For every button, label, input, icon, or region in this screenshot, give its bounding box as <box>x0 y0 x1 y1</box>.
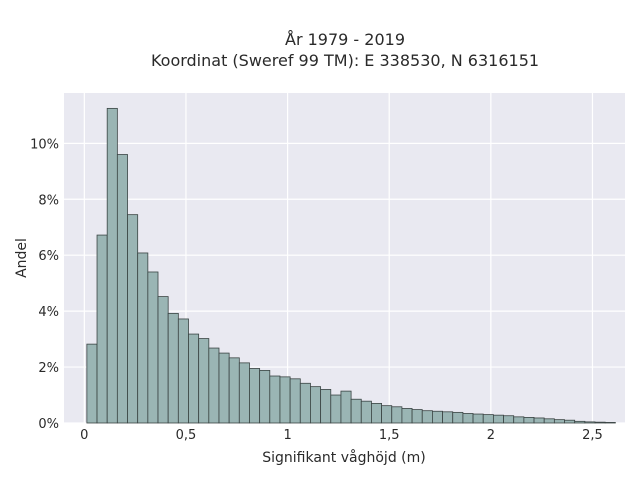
histogram-bar-17 <box>259 370 271 424</box>
x-tick-label-2: 1 <box>283 428 291 443</box>
histogram-bar-28 <box>371 403 382 424</box>
histogram-bar-19 <box>279 376 291 424</box>
x-tick-label-4: 2 <box>487 428 495 443</box>
y-tick-label-0: 0% <box>38 417 59 432</box>
histogram-bar-36 <box>452 411 464 424</box>
histogram-bar-16 <box>249 368 261 424</box>
histogram-bar-22 <box>310 386 322 424</box>
histogram-bar-37 <box>462 413 474 424</box>
y-tick-label-1: 2% <box>38 361 59 376</box>
histogram-bar-41 <box>503 415 515 424</box>
histogram-bar-21 <box>299 382 311 424</box>
x-tick-label-5: 2,5 <box>582 428 603 443</box>
x-axis-label: Signifikant våghöjd (m) <box>262 449 425 466</box>
y-axis-ticks: 0% 2% 4% 6% 8% 10% <box>30 137 59 432</box>
histogram-bar-11 <box>198 338 210 424</box>
histogram-bar-24 <box>330 394 342 424</box>
histogram-bar-30 <box>391 406 403 424</box>
y-axis-label: Andel <box>14 238 30 278</box>
histogram-bar-26 <box>350 398 362 424</box>
histogram-bar-49 <box>584 421 596 424</box>
histogram-bar-40 <box>492 414 504 424</box>
histogram-bar-44 <box>533 417 545 424</box>
histogram-bar-31 <box>401 408 413 424</box>
histogram-bar-12 <box>208 347 220 424</box>
histogram-bar-34 <box>432 410 443 424</box>
histogram-bar-39 <box>482 414 494 424</box>
histogram-bar-38 <box>472 413 484 424</box>
x-tick-label-1: 0,5 <box>176 428 197 443</box>
histogram-bar-35 <box>442 411 454 424</box>
histogram-bar-32 <box>411 409 423 424</box>
histogram-bar-0 <box>86 343 98 424</box>
histogram-bar-2 <box>106 107 118 424</box>
histogram-bar-5 <box>137 252 149 424</box>
histogram-bar-47 <box>564 419 576 424</box>
histogram-bar-25 <box>340 390 352 424</box>
histogram-bar-4 <box>127 214 139 424</box>
histogram-bar-13 <box>218 352 230 424</box>
histogram-bar-15 <box>238 362 250 424</box>
y-tick-label-2: 4% <box>38 305 59 320</box>
histogram-bar-23 <box>320 389 332 424</box>
histogram-bar-27 <box>360 400 372 424</box>
histogram-bar-42 <box>513 416 525 424</box>
histogram-bar-6 <box>147 271 159 424</box>
histogram-bar-50 <box>594 421 606 424</box>
histogram-bar-20 <box>289 378 301 424</box>
y-tick-label-3: 6% <box>38 249 59 264</box>
histogram-bar-51 <box>604 422 616 424</box>
x-axis-ticks: 0 0,5 1 1,5 2 2,5 <box>80 428 603 443</box>
histogram-bar-18 <box>269 375 281 424</box>
histogram-bar-33 <box>421 410 433 424</box>
histogram-bar-45 <box>543 418 555 424</box>
histogram-bar-10 <box>188 333 200 424</box>
x-tick-label-0: 0 <box>80 428 88 443</box>
y-tick-label-5: 10% <box>30 137 59 152</box>
y-tick-label-4: 8% <box>38 193 59 208</box>
histogram-bar-9 <box>177 318 189 424</box>
chart-title-line-1: År 1979 - 2019 <box>285 30 405 49</box>
histogram-bars <box>86 107 616 424</box>
chart-title-line-2: Koordinat (Sweref 99 TM): E 338530, N 63… <box>151 51 539 70</box>
histogram-bar-29 <box>381 405 393 424</box>
x-tick-label-3: 1,5 <box>379 428 400 443</box>
histogram-bar-7 <box>157 296 169 424</box>
histogram-bar-8 <box>167 312 179 424</box>
histogram-bar-3 <box>116 154 128 424</box>
histogram-bar-14 <box>228 357 240 424</box>
histogram-bar-48 <box>574 420 586 424</box>
histogram-bar-1 <box>96 234 108 424</box>
histogram-bar-46 <box>553 419 565 424</box>
histogram-bar-43 <box>523 417 535 424</box>
